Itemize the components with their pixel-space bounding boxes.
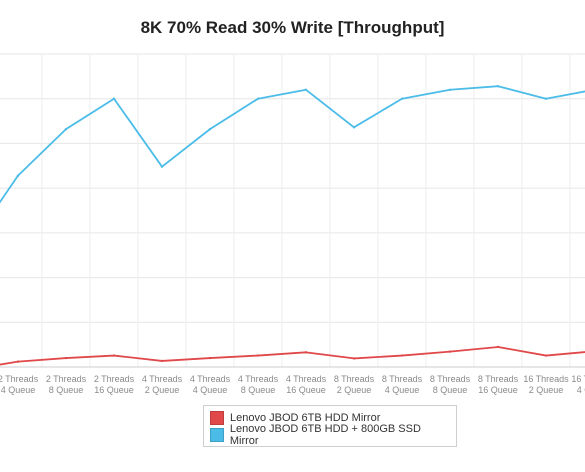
x-tick-label-8: 8 Threads 4 Queue [382, 374, 423, 395]
data-point-s1-2 [112, 97, 116, 100]
data-point-s0-5 [256, 354, 260, 357]
data-point-s0-10 [496, 345, 500, 349]
legend-swatch-hdd [210, 410, 224, 425]
data-point-s0-8 [400, 354, 404, 357]
x-tick-label-1: 2 Threads 8 Queue [46, 374, 87, 395]
data-point-s1-11 [544, 97, 548, 100]
x-tick-label-7: 8 Threads 2 Queue [334, 374, 375, 395]
x-tick-label-9: 8 Threads 8 Queue [430, 374, 471, 395]
data-point-s0-2 [112, 354, 116, 357]
data-point-s1-6 [304, 88, 308, 91]
x-tick-label-11: 16 Threads 2 Queue [523, 374, 569, 395]
chart-title: 8K 70% Read 30% Write [Throughput] [140, 18, 445, 37]
grid [0, 53, 585, 368]
data-point-s0-0 [16, 360, 20, 363]
x-tick-label-2: 2 Threads 16 Queue [94, 374, 135, 395]
legend-swatch-ssd [210, 427, 224, 442]
data-point-s0-1 [64, 356, 68, 360]
x-tick-label-6: 4 Threads 16 Queue [286, 374, 327, 395]
data-point-s1-4 [208, 127, 212, 131]
data-point-s1-8 [400, 97, 404, 100]
legend-item-hdd[interactable]: Lenovo JBOD 6TB HDD Mirror [210, 409, 450, 426]
x-axis-ticks: 2 Threads 4 Queue 2 Threads 8 Queue 2 Thread… [0, 374, 585, 395]
data-point-s0-9 [448, 350, 452, 353]
legend-label-hdd: Lenovo JBOD 6TB HDD Mirror [230, 411, 381, 424]
line-chart: 2 Threads 4 Queue 2 Threads 8 Queue 2 Thread… [0, 53, 585, 395]
data-point-s0-11 [544, 354, 548, 357]
legend: Lenovo JBOD 6TB HDD Mirror Lenovo JBOD 6… [203, 405, 457, 447]
x-tick-label-10: 8 Threads 16 Queue [478, 374, 519, 395]
data-point-s1-3 [160, 165, 164, 168]
x-tick-label-3: 4 Threads 2 Queue [142, 374, 183, 395]
series-line-1 [0, 85, 585, 204]
data-point-s1-5 [256, 97, 260, 100]
data-point-s0-3 [160, 359, 164, 363]
data-point-s1-1 [64, 127, 68, 131]
data-point-s0-4 [208, 356, 212, 360]
data-point-s1-7 [352, 126, 356, 129]
data-point-s0-7 [352, 357, 356, 360]
series-lines [0, 84, 585, 366]
x-tick-label-5: 4 Threads 8 Queue [238, 374, 279, 395]
data-point-s0-6 [304, 351, 308, 354]
x-tick-label-4: 4 Threads 4 Queue [190, 374, 231, 395]
legend-item-ssd[interactable]: Lenovo JBOD 6TB HDD + 800GB SSD Mirror [210, 423, 450, 447]
data-point-s1-0 [16, 174, 20, 177]
series-line-0 [0, 346, 585, 366]
data-point-s1-9 [448, 88, 452, 91]
x-tick-label-0: 2 Threads 4 Queue [0, 374, 39, 395]
data-point-s1-10 [496, 84, 500, 88]
legend-label-ssd: Lenovo JBOD 6TB HDD + 800GB SSD Mirror [229, 422, 421, 447]
